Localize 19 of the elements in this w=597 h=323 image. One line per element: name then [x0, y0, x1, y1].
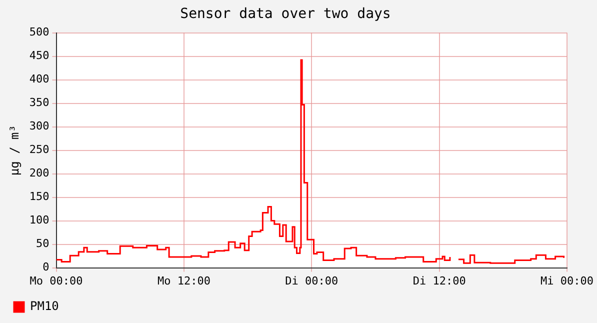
- x-tick-label: Mo 12:00: [157, 274, 210, 288]
- legend-label: PM10: [30, 299, 59, 314]
- y-tick-label: 300: [29, 120, 50, 133]
- y-tick-label: 200: [29, 166, 50, 180]
- y-tick-label: 250: [29, 143, 50, 156]
- y-axis-title: µg / m³: [7, 125, 22, 176]
- y-tick-label: 0: [42, 260, 50, 274]
- y-tick-label: 50: [36, 237, 50, 250]
- y-tick-label: 500: [29, 26, 50, 39]
- y-tick-label: 100: [29, 214, 50, 227]
- y-tick-label: 450: [29, 49, 50, 62]
- y-tick-label: 350: [29, 96, 50, 110]
- x-tick-label: Mi 00:00: [540, 274, 594, 288]
- chart-title: Sensor data over two days: [180, 6, 391, 22]
- x-tick-label: Di 12:00: [412, 274, 466, 288]
- x-tick-label: Mo 00:00: [30, 274, 83, 288]
- y-tick-label: 150: [29, 190, 50, 204]
- x-tick-label: Di 00:00: [285, 274, 338, 288]
- y-tick-label: 400: [29, 72, 50, 86]
